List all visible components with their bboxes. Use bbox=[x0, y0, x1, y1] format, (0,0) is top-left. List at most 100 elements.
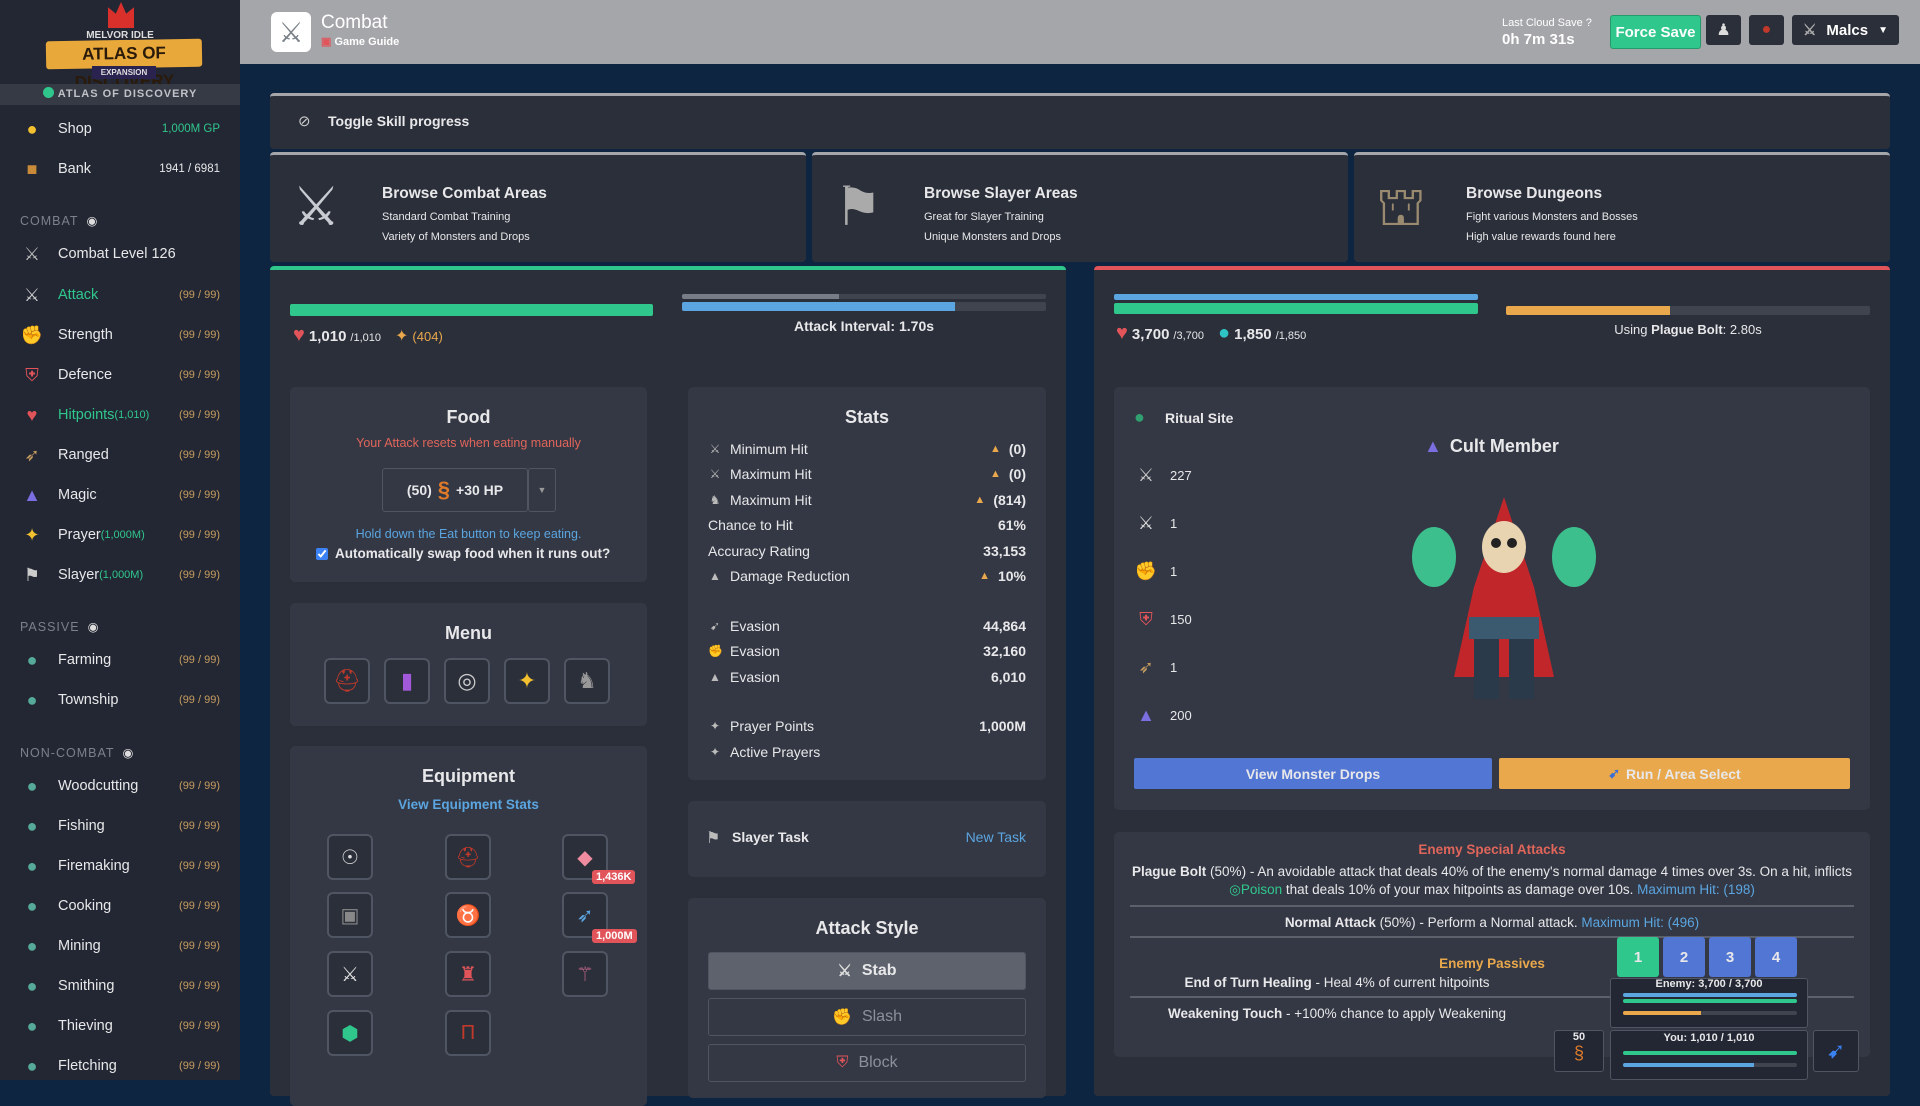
stats-title: Stats bbox=[844, 407, 889, 427]
eye-icon[interactable]: ◉ bbox=[122, 746, 135, 760]
spellbook-button[interactable]: ▮ bbox=[384, 658, 430, 704]
skill-level: (99 / 99) bbox=[179, 289, 220, 301]
sidebar-item-fishing[interactable]: ● Fishing (99 / 99) bbox=[0, 808, 240, 844]
sidebar-item-hitpoints[interactable]: ♥ Hitpoints (1,010) (99 / 99) bbox=[0, 397, 240, 433]
sidebar-item-defence[interactable]: ⛨ Defence (99 / 99) bbox=[0, 357, 240, 393]
prayer-points-icon: ✦ bbox=[395, 328, 409, 345]
sidebar-item-prayer[interactable]: ✦ Prayer (1,000M) (99 / 99) bbox=[0, 517, 240, 553]
monster-stat-value: 227 bbox=[1170, 468, 1192, 483]
enemy-next-attack: Using Plague Bolt: 2.80s bbox=[1506, 322, 1870, 337]
mini-tab-4[interactable]: 4 bbox=[1755, 937, 1797, 977]
force-save-button[interactable]: Force Save bbox=[1610, 15, 1701, 49]
skill-name: Woodcutting bbox=[58, 778, 139, 794]
combat-page-icon: ⚔ bbox=[271, 12, 311, 52]
summoning-button[interactable]: ♞ bbox=[564, 658, 610, 704]
eat-food-button[interactable]: (50) § +30 HP bbox=[382, 468, 528, 512]
combat-level-label: Combat Level 126 bbox=[58, 246, 176, 262]
equipment-set-button[interactable]: ● bbox=[1749, 15, 1784, 45]
sidebar-item-slayer[interactable]: ⚑ Slayer (1,000M) (99 / 99) bbox=[0, 557, 240, 593]
mini-tab-1[interactable]: 1 bbox=[1617, 937, 1659, 977]
wind-icon: ◎ bbox=[457, 668, 477, 693]
character-select-button[interactable]: ⚔ Malcs ▼ bbox=[1792, 15, 1899, 45]
sidebar-item-magic[interactable]: ▲ Magic (99 / 99) bbox=[0, 477, 240, 513]
using-attack: Plague Bolt bbox=[1651, 322, 1723, 337]
equip-slot-body[interactable]: ♜ bbox=[445, 951, 491, 997]
equip-slot-weapon[interactable]: ⚔ bbox=[327, 951, 373, 997]
sidebar-item-combat-level[interactable]: ⚔ Combat Level 126 bbox=[0, 236, 240, 272]
poison-effect[interactable]: ◎Poison bbox=[1229, 882, 1283, 897]
toggle-skill-progress[interactable]: ⊘ Toggle Skill progress bbox=[270, 93, 1890, 149]
equip-slot-helmet[interactable]: ⛑ bbox=[445, 834, 491, 880]
section-label: NON-COMBAT bbox=[20, 745, 115, 760]
bow-icon: ➶ bbox=[24, 444, 40, 465]
mini-tab-3[interactable]: 3 bbox=[1709, 937, 1751, 977]
sidebar-item-attack[interactable]: ⚔ Attack (99 / 99) bbox=[0, 277, 240, 313]
mini-food-qty: 50 bbox=[1572, 1031, 1586, 1043]
sidebar-item-shop[interactable]: ● Shop 1,000M GP bbox=[0, 111, 240, 147]
equip-slot-ring[interactable]: ⬢ bbox=[327, 1010, 373, 1056]
eye-icon[interactable]: ◉ bbox=[87, 620, 100, 634]
browse-card-0[interactable]: ⚔ Browse Combat Areas Standard Combat Trai… bbox=[270, 152, 806, 262]
sidebar-item-farming[interactable]: ● Farming (99 / 99) bbox=[0, 642, 240, 678]
skill-name: Mining bbox=[58, 938, 101, 954]
sidebar-item-ranged[interactable]: ➶ Ranged (99 / 99) bbox=[0, 437, 240, 473]
enemy-passives-title: Enemy Passives bbox=[1439, 956, 1545, 971]
view-equipment-stats-link[interactable]: View Equipment Stats bbox=[398, 797, 539, 812]
ancient-magicks-button[interactable]: ◎ bbox=[444, 658, 490, 704]
run-area-select-button[interactable]: ➹ Run / Area Select bbox=[1499, 758, 1850, 789]
stat-value: 1,000M bbox=[979, 718, 1026, 735]
attack-style-stab[interactable]: ⚔ Stab bbox=[708, 952, 1026, 990]
food-select-dropdown[interactable]: ▼ bbox=[528, 468, 556, 512]
monster-name: ▲ Cult Member bbox=[1424, 436, 1559, 457]
sidebar-item-fletching[interactable]: ● Fletching (99 / 99) bbox=[0, 1048, 240, 1084]
equip-slot-offhand[interactable]: ⚚ bbox=[562, 951, 608, 997]
strength-icon: ✊ bbox=[1134, 561, 1158, 581]
mini-tab-2[interactable]: 2 bbox=[1663, 937, 1705, 977]
sidebar-item-mining[interactable]: ● Mining (99 / 99) bbox=[0, 928, 240, 964]
stat-icon: ⚔ bbox=[709, 441, 721, 456]
section-passive: PASSIVE ◉ bbox=[20, 619, 100, 635]
food-card: Food Your Attack resets when eating manu… bbox=[290, 387, 647, 582]
divider bbox=[1130, 936, 1854, 938]
new-task-button[interactable]: New Task bbox=[965, 829, 1026, 845]
menu-title: Menu bbox=[445, 623, 492, 643]
equip-slot-legs[interactable]: Π bbox=[445, 1010, 491, 1056]
game-logo[interactable]: MELVOR IDLE ATLAS OF DISCOVERY EXPANSION bbox=[0, 0, 240, 92]
view-monster-drops-button[interactable]: View Monster Drops bbox=[1134, 758, 1492, 789]
game-guide-link[interactable]: ▣ Game Guide bbox=[321, 35, 399, 48]
browse-card-1[interactable]: ⚑ Browse Slayer Areas Great for Slayer Tra… bbox=[812, 152, 1348, 262]
platebody-icon: ♜ bbox=[459, 963, 477, 986]
sidebar-item-township[interactable]: ● Township (99 / 99) bbox=[0, 682, 240, 718]
browse-card-2[interactable]: ⛫ Browse Dungeons Fight various Monsters a… bbox=[1354, 152, 1890, 262]
mini-player-attack bbox=[1623, 1063, 1797, 1067]
potion-button[interactable]: ♟ bbox=[1706, 15, 1741, 45]
sidebar-item-thieving[interactable]: ● Thieving (99 / 99) bbox=[0, 1008, 240, 1044]
auto-swap-food[interactable]: Automatically swap food when it runs out… bbox=[316, 546, 610, 561]
sidebar-item-smithing[interactable]: ● Smithing (99 / 99) bbox=[0, 968, 240, 1004]
toggle-skill-label: Toggle Skill progress bbox=[328, 113, 470, 129]
sidebar-item-cooking[interactable]: ● Cooking (99 / 99) bbox=[0, 888, 240, 924]
enemy-hp-readout: ♥ 3,700/3,700 ● 1,850/1,850 bbox=[1116, 322, 1306, 345]
cloud-save-label: Last Cloud Save ? bbox=[1502, 17, 1592, 29]
prayer-button[interactable]: ✦ bbox=[504, 658, 550, 704]
area-icon: ● bbox=[1134, 407, 1145, 427]
sidebar-item-strength[interactable]: ✊ Strength (99 / 99) bbox=[0, 317, 240, 353]
sidebar-item-woodcutting[interactable]: ● Woodcutting (99 / 99) bbox=[0, 768, 240, 804]
eye-icon[interactable]: ◉ bbox=[86, 214, 99, 228]
sidebar-item-bank[interactable]: ■ Bank 1941 / 6981 bbox=[0, 151, 240, 187]
skill-name: Smithing bbox=[58, 978, 115, 994]
help-icon[interactable]: ? bbox=[1585, 17, 1592, 29]
equip-slot-cape[interactable]: ▣ bbox=[327, 892, 373, 938]
equip-slot-necklace[interactable]: ♉ bbox=[445, 892, 491, 938]
sidebar-item-firemaking[interactable]: ● Firemaking (99 / 99) bbox=[0, 848, 240, 884]
stat-icon: ⚔ bbox=[709, 467, 721, 482]
equipment-sets-button[interactable]: ⛑ bbox=[324, 658, 370, 704]
mini-eat-button[interactable]: 50 § bbox=[1554, 1030, 1604, 1072]
stat-label: Evasion bbox=[730, 668, 780, 685]
auto-swap-checkbox[interactable] bbox=[316, 547, 328, 560]
attack-style-block[interactable]: ⛨ Block bbox=[708, 1044, 1026, 1082]
mini-run-button[interactable]: ➹ bbox=[1813, 1030, 1859, 1072]
equip-slot-amulet[interactable]: ☉ bbox=[327, 834, 373, 880]
attack-style-slash[interactable]: ✊ Slash bbox=[708, 998, 1026, 1036]
sword-icon: ⚔ bbox=[341, 963, 359, 986]
